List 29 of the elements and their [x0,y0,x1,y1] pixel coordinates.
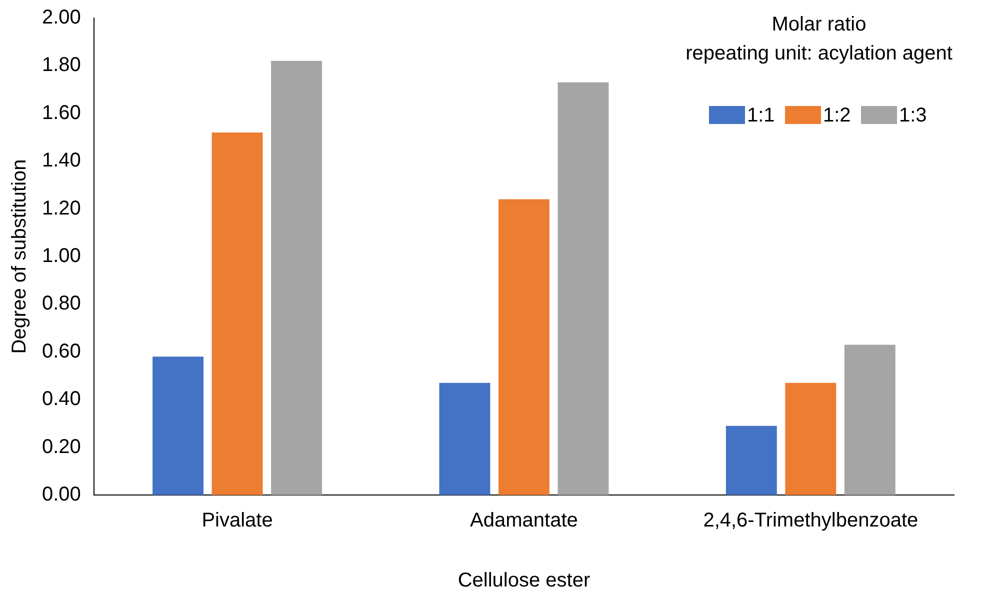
bar [439,382,490,495]
legend-label: 1:1 [747,104,775,127]
y-axis-title: Degree of substitution [8,159,31,354]
x-tick-label: Pivalate [202,510,273,532]
y-tick-label: 0.00 [42,484,81,506]
x-tick-label: Adamantate [470,510,578,532]
legend-label: 1:2 [823,104,851,127]
legend-title: Molar ratio repeating unit: acylation agent [686,14,953,65]
x-tick-label: 2,4,6-Trimethylbenzoate [703,510,918,532]
y-tick-label: 1.40 [42,150,81,172]
bar [152,356,204,495]
y-tick-label: 0.80 [42,292,81,315]
y-tick-label: 1.00 [42,245,81,268]
bar [726,426,777,495]
bar [785,382,836,495]
bar [212,132,263,495]
legend-label: 1:3 [899,104,927,127]
y-tick-label: 0.60 [42,340,81,362]
y-tick-label: 0.20 [42,436,81,458]
bar [498,199,550,495]
y-tick-label: 1.80 [42,54,81,76]
y-tick-label: 1.60 [42,102,81,124]
y-tick-label: 2.00 [42,6,81,29]
x-axis-title: Cellulose ester [458,570,590,592]
bar [558,82,609,495]
y-tick-label: 0.40 [42,388,81,410]
y-tick-label: 1.20 [42,197,81,220]
bar [844,344,896,495]
bar [271,60,322,495]
